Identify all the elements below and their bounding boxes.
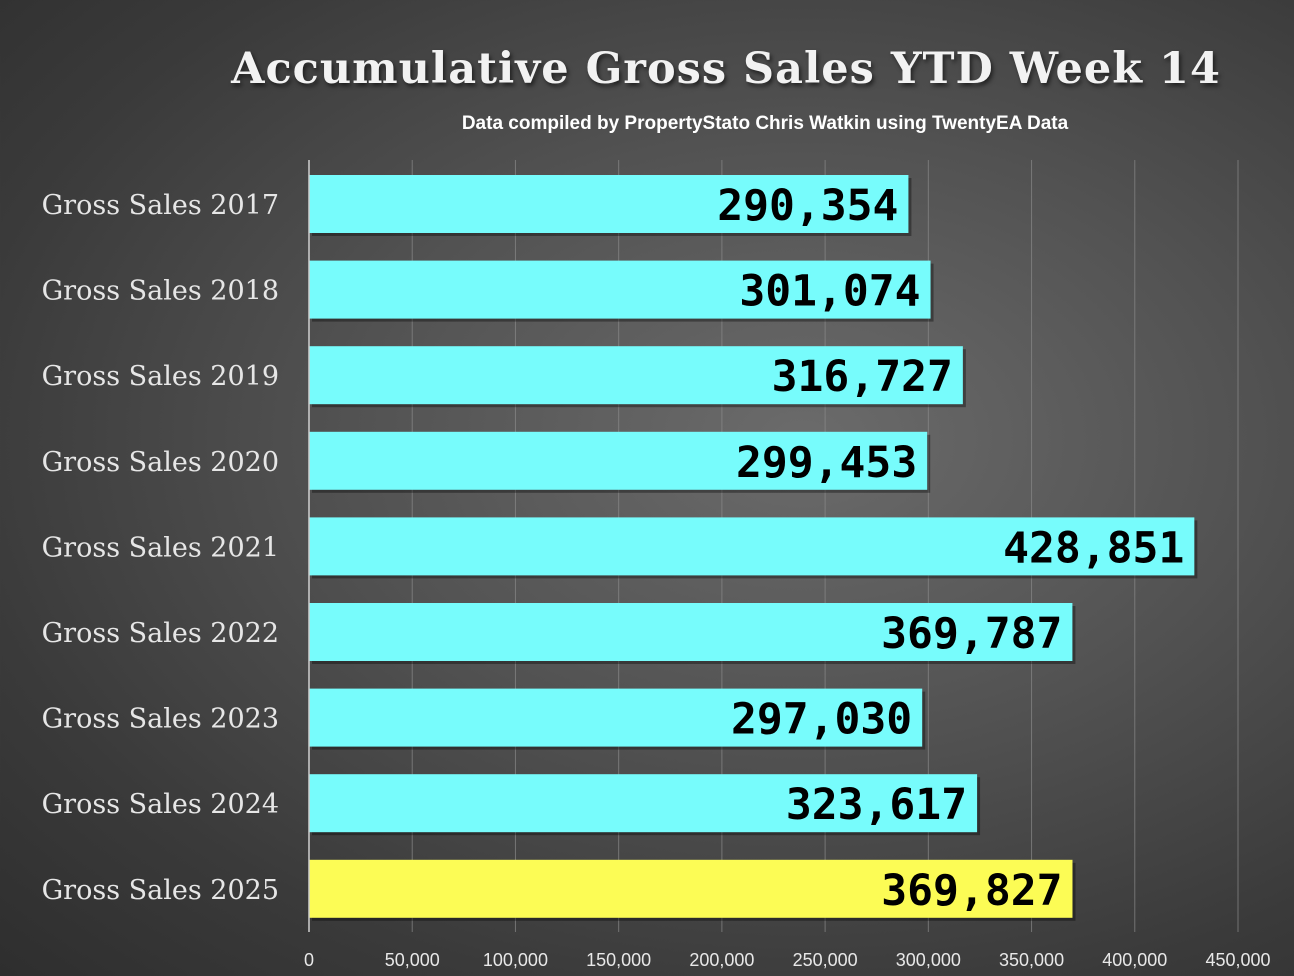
bar-value-label: 323,617 [786,780,967,830]
bar [309,688,923,747]
x-tick-label: 350,000 [999,950,1064,970]
bar [309,260,931,319]
bar-value-label: 428,851 [1003,523,1184,573]
bar-value-label: 297,030 [731,695,912,745]
x-tick-label: 300,000 [896,950,961,970]
bar-value-label: 369,827 [881,866,1062,916]
category-label: Gross Sales 2021 [42,532,279,563]
bar-value-label: 301,074 [739,267,920,317]
x-tick-label: 200,000 [689,950,754,970]
bar [309,859,1073,918]
bar [309,603,1073,661]
category-label: Gross Sales 2017 [42,190,279,221]
category-label: Gross Sales 2022 [42,618,279,649]
bar [309,346,963,405]
bar-value-label: 290,354 [717,181,898,231]
axes: 0 50,000 100,000 150,000 200,000 250,000 300,0… [42,160,1271,970]
x-tick-label: 250,000 [793,950,858,970]
x-tick-label: 0 [304,950,314,970]
bar [309,175,909,233]
category-label: Gross Sales 2024 [42,789,279,820]
x-tick-label: 50,000 [385,950,440,970]
bar [309,517,1195,576]
x-tick-label: 450,000 [1205,950,1270,970]
bars: 290,354 301,074 316,727 299,453 428,851 369,7… [309,175,1198,921]
x-tick-label: 100,000 [483,950,548,970]
bar-value-label: 369,787 [881,609,1062,659]
bar [309,431,928,490]
category-label: Gross Sales 2019 [42,361,279,392]
bar [309,774,978,833]
category-label: Gross Sales 2020 [42,447,279,478]
chart-title: Accumulative Gross Sales YTD Week 14 [231,44,1221,94]
category-label: Gross Sales 2025 [42,875,279,906]
bar-value-label: 299,453 [736,438,917,488]
x-tick-label: 150,000 [586,950,651,970]
category-label: Gross Sales 2018 [42,276,279,307]
category-label: Gross Sales 2023 [42,704,279,735]
bar-value-label: 316,727 [772,352,953,402]
chart-subtitle: Data compiled by PropertyStato Chris Wat… [461,113,1069,134]
x-tick-label: 400,000 [1102,950,1167,970]
